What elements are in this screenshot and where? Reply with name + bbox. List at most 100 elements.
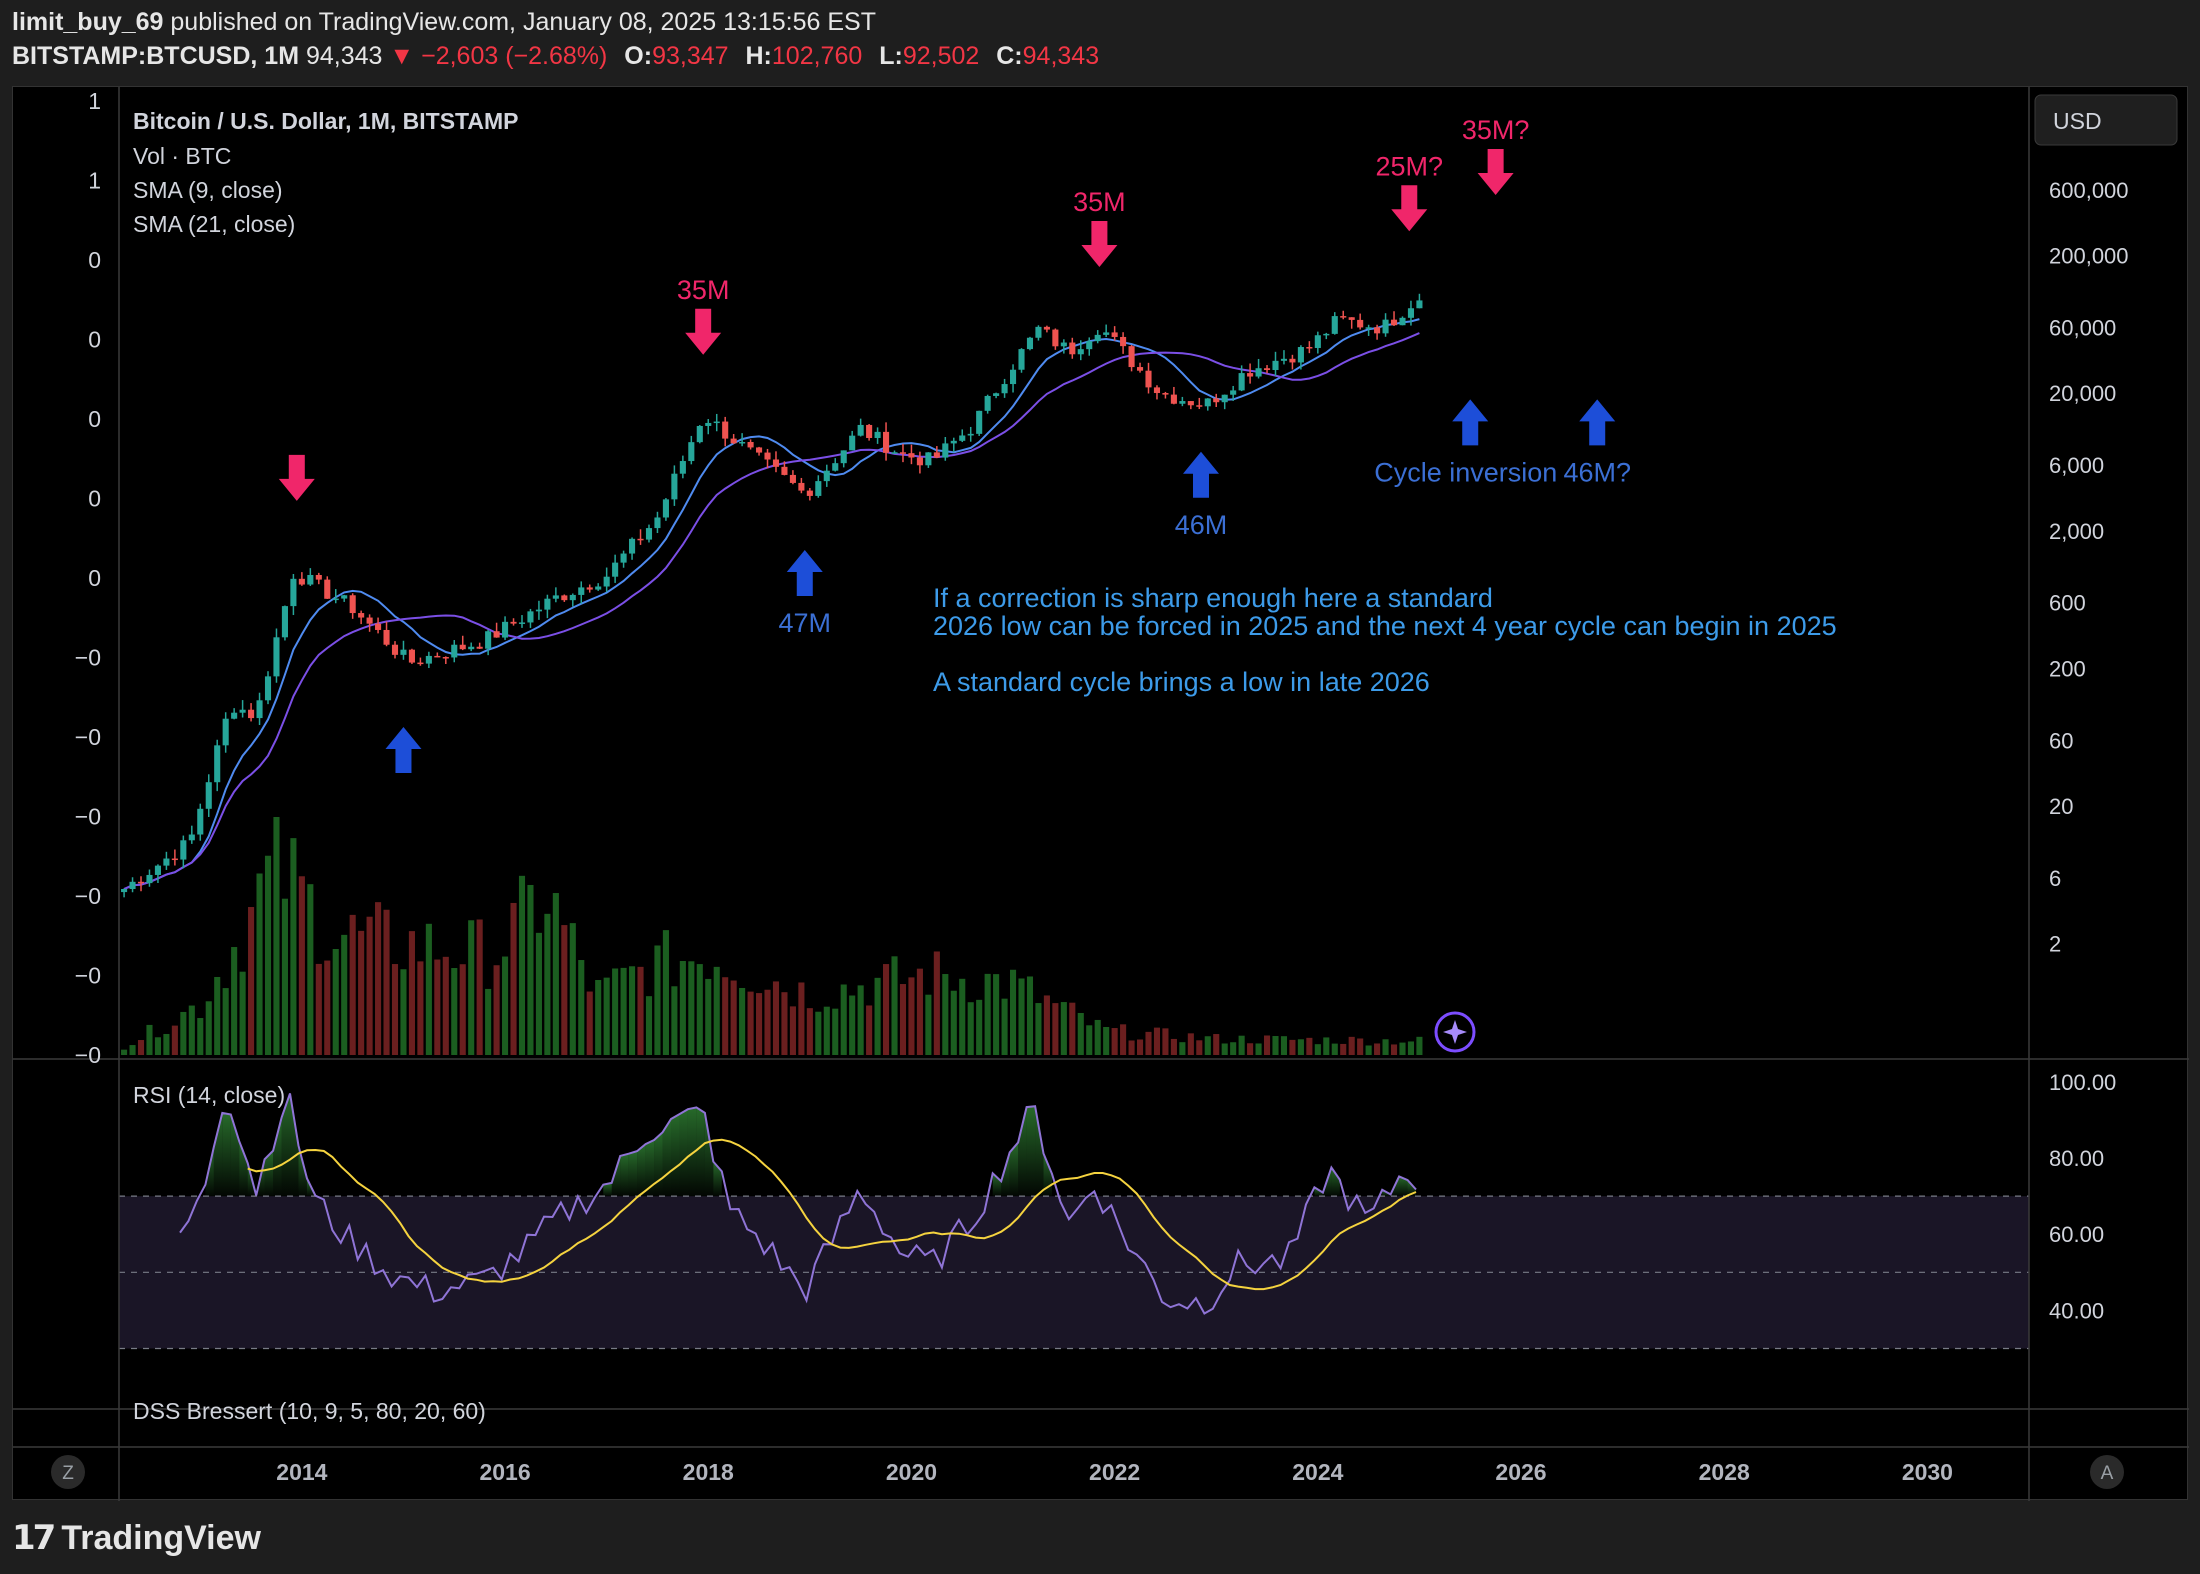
legend-sma21[interactable]: SMA (21, close) <box>133 211 295 237</box>
publish-info: limit_buy_69 published on TradingView.co… <box>12 8 876 37</box>
annotation-label: 46M? <box>1563 457 1631 487</box>
price-axis-tick: 60 <box>2049 728 2073 753</box>
author-name[interactable]: limit_buy_69 <box>12 8 164 36</box>
left-scale-tick: −0 <box>75 724 101 750</box>
chart-frame[interactable]: 2,000,000600,000200,00060,00020,0006,000… <box>12 86 2189 1501</box>
price-change: ▼ −2,603 (−2.68%) <box>389 42 608 70</box>
candle-body <box>1043 326 1050 330</box>
candle-body <box>933 452 940 458</box>
log-scale-button[interactable] <box>51 1455 85 1489</box>
volume-bar <box>510 902 517 1055</box>
time-axis-tick: 2028 <box>1699 1459 1750 1485</box>
volume-bar <box>1297 1039 1304 1055</box>
volume-bar <box>967 1002 974 1055</box>
candle-body <box>891 452 898 454</box>
volume-bar <box>1170 1038 1177 1055</box>
candle-body <box>950 440 957 444</box>
candle-body <box>1213 398 1220 403</box>
volume-bar <box>307 884 314 1055</box>
candle-body <box>857 424 864 436</box>
candle-body <box>925 452 932 466</box>
candle-body <box>1111 332 1118 337</box>
candle-body <box>1035 326 1042 338</box>
log-scale-label: Z <box>62 1463 74 1484</box>
left-scale-tick: 0 <box>88 486 101 512</box>
candle-body <box>1009 369 1017 385</box>
rsi-overbought-fill <box>637 1144 646 1197</box>
currency-button-label: USD <box>2053 108 2102 134</box>
candle-body <box>662 499 669 518</box>
volume-bar <box>535 932 542 1055</box>
candle-body <box>1179 401 1186 404</box>
candle-body <box>849 435 856 451</box>
high-label: H: <box>745 42 772 70</box>
sparkle-button[interactable] <box>1434 1011 1476 1053</box>
arrow-down-icon <box>1477 149 1514 196</box>
candle-body <box>1086 341 1093 350</box>
volume-bar <box>688 961 695 1055</box>
note-line-3: A standard cycle brings a low in late 20… <box>933 667 1430 697</box>
candle-body <box>451 644 458 658</box>
volume-bar <box>976 999 983 1055</box>
candle-body <box>578 587 585 595</box>
volume-bar <box>1187 1033 1194 1055</box>
rsi-overbought-fill <box>671 1114 680 1197</box>
volume-bar <box>629 966 636 1055</box>
volume-bar <box>502 956 509 1055</box>
volume-bar <box>722 977 729 1055</box>
currency-button[interactable] <box>2034 94 2178 146</box>
volume-bar <box>180 1011 187 1055</box>
volume-bar <box>298 876 305 1055</box>
rsi-overbought-fill <box>264 1150 274 1197</box>
candle-body <box>747 442 754 448</box>
legend-dss[interactable]: DSS Bressert (10, 9, 5, 80, 20, 60) <box>133 1398 486 1424</box>
volume-bar <box>984 973 991 1055</box>
volume-bar <box>197 1018 204 1055</box>
rsi-axis-tick: 60.00 <box>2049 1222 2104 1247</box>
rsi-overbought-fill <box>628 1151 638 1197</box>
candle-body <box>764 452 771 460</box>
volume-bar <box>1348 1036 1355 1055</box>
volume-bar <box>747 991 754 1055</box>
candle-body <box>866 424 873 438</box>
candle-body <box>1399 317 1406 326</box>
legend-title[interactable]: Bitcoin / U.S. Dollar, 1M, BITSTAMP <box>133 108 519 134</box>
volume-bar <box>1289 1039 1296 1055</box>
candle-body <box>205 782 212 809</box>
candle-body <box>967 433 974 436</box>
volume-bar <box>1162 1028 1169 1055</box>
volume-bar <box>239 971 246 1055</box>
candle-body <box>1204 398 1211 407</box>
left-scale-tick: −0 <box>75 963 101 989</box>
legend-sma9[interactable]: SMA (9, close) <box>133 177 283 203</box>
candle-body <box>942 443 949 458</box>
volume-bar <box>129 1045 136 1055</box>
candle-body <box>459 644 466 650</box>
tradingview-logo[interactable]: 17 TradingView <box>12 1518 261 1558</box>
candle-body <box>349 595 356 614</box>
candle-body <box>798 482 805 491</box>
legend-volume[interactable]: Vol · BTC <box>133 143 231 169</box>
candle-body <box>154 865 161 875</box>
candle-body <box>315 574 322 580</box>
volume-bar <box>146 1024 153 1055</box>
volume-bar <box>916 968 923 1055</box>
sma9-line <box>123 318 1420 890</box>
candle-body <box>493 631 500 638</box>
volume-bar <box>1382 1039 1389 1055</box>
volume-bar <box>1323 1037 1330 1055</box>
arrow-up-marker: 46M? <box>1563 399 1631 487</box>
candle-body <box>1306 347 1313 349</box>
price-axis-tick: 6 <box>2049 866 2061 891</box>
left-scale-tick: −0 <box>75 645 101 671</box>
volume-bar <box>281 898 288 1055</box>
volume-bar <box>1263 1035 1271 1055</box>
candle-body <box>1077 349 1084 355</box>
legend-rsi[interactable]: RSI (14, close) <box>133 1082 285 1108</box>
candle-body <box>442 657 449 659</box>
auto-scale-button[interactable] <box>2090 1455 2124 1489</box>
volume-bar <box>1247 1043 1254 1055</box>
volume-bar <box>417 961 424 1055</box>
chart-svg[interactable]: 2,000,000600,000200,00060,00020,0006,000… <box>13 87 2189 1501</box>
candle-body <box>281 606 288 638</box>
